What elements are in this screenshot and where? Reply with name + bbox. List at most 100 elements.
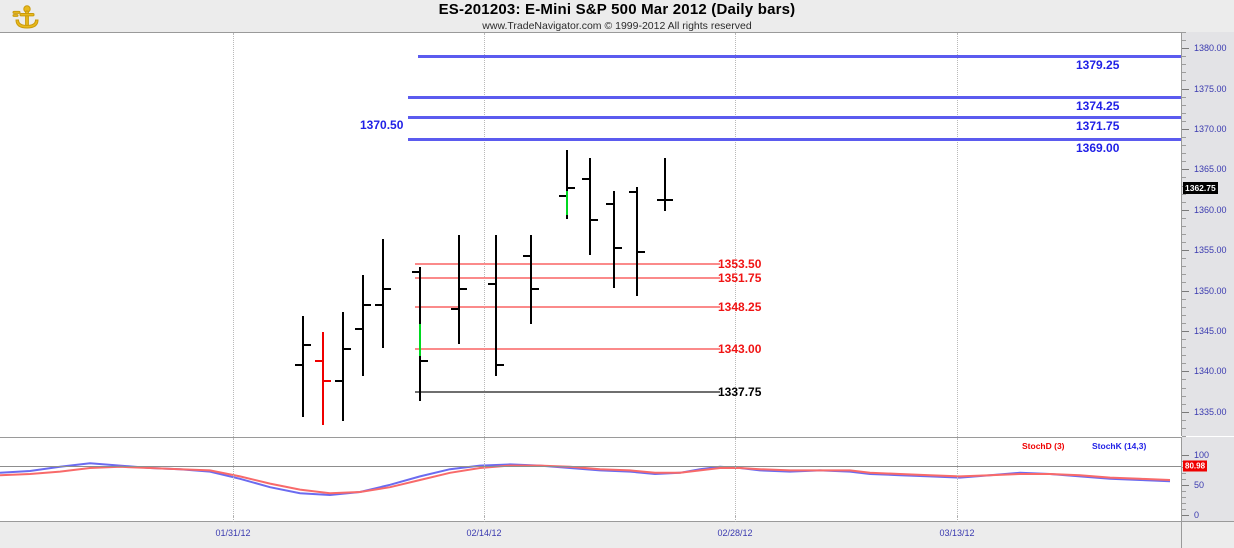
stoch-minor-tick: [1182, 509, 1186, 510]
ohlc-close-tick: [384, 287, 391, 290]
stoch-minor-tick: [1182, 473, 1186, 474]
price-minor-tick: [1182, 355, 1186, 357]
support-line: [415, 348, 720, 351]
price-plot[interactable]: 1379.25 1374.25 1371.75 1369.00 1370.50 1353.…: [0, 32, 1181, 438]
ohlc-open-tick: [523, 255, 530, 258]
resistance-label: 1379.25: [1076, 58, 1120, 73]
ohlc-bar: [664, 158, 666, 211]
date-gridline: [957, 438, 958, 522]
ohlc-open-tick: [375, 303, 382, 306]
price-axis[interactable]: 1380.00 1375.00 1370.00 1365.00 1360.00 1355.…: [1181, 32, 1234, 437]
support-line: [415, 305, 720, 308]
price-minor-tick: [1182, 274, 1186, 276]
ohlc-open-tick: [335, 380, 342, 383]
ohlc-bar: [495, 235, 497, 377]
price-tick-mark: [1182, 88, 1189, 90]
price-tick-label: 1355.00: [1194, 245, 1227, 256]
ohlc-close-tick: [421, 360, 428, 363]
price-minor-tick: [1182, 242, 1186, 244]
price-tick-label: 1375.00: [1194, 83, 1227, 94]
ohlc-bar: [530, 235, 532, 324]
price-tick-label: 1335.00: [1194, 406, 1227, 417]
price-minor-tick: [1182, 339, 1186, 341]
price-minor-tick: [1182, 225, 1186, 227]
price-minor-tick: [1182, 217, 1186, 219]
price-minor-tick: [1182, 153, 1186, 155]
ohlc-open-tick: [559, 194, 566, 197]
stoch-d-line: [0, 464, 1171, 495]
date-tick-label: 02/28/12: [717, 528, 753, 538]
date-gridline: [957, 33, 958, 437]
price-minor-tick: [1182, 403, 1186, 405]
support-label: 1348.25: [718, 299, 762, 314]
price-minor-tick: [1182, 258, 1186, 260]
price-minor-tick: [1182, 314, 1186, 316]
price-tick-label: 1365.00: [1194, 164, 1227, 175]
support-label: 1343.00: [718, 342, 762, 357]
resistance-label: 1371.75: [1076, 118, 1120, 133]
stochastic-axis[interactable]: 100 50 0 80.98: [1181, 437, 1234, 521]
ohlc-open-tick: [606, 202, 613, 205]
page-title: ES-201203: E-Mini S&P 500 Mar 2012 (Dail…: [438, 1, 796, 18]
stochastic-panel[interactable]: StochD (3) StochK (14,3): [0, 437, 1181, 523]
price-minor-tick: [1182, 266, 1186, 268]
date-gridline: [484, 438, 485, 522]
resistance-line: [408, 138, 1181, 142]
resistance-label-left: 1370.50: [360, 117, 404, 132]
price-minor-tick: [1182, 104, 1186, 106]
ohlc-bar: [342, 311, 344, 421]
price-minor-tick: [1182, 112, 1186, 114]
price-tick-label: 1345.00: [1194, 325, 1227, 336]
date-tick-mark: [233, 516, 234, 522]
stoch-tick-mark: [1182, 455, 1189, 456]
ohlc-close-tick: [344, 348, 351, 351]
price-minor-tick: [1182, 193, 1186, 195]
price-tick-mark: [1182, 411, 1189, 413]
date-axis[interactable]: 01/31/12 02/14/12 02/28/12 03/13/12: [0, 516, 1181, 548]
axis-corner: [1181, 521, 1234, 548]
ohlc-open-tick: [412, 271, 419, 274]
price-minor-tick: [1182, 322, 1186, 324]
price-minor-tick: [1182, 395, 1186, 397]
stochastic-curves: [0, 462, 1171, 497]
ohlc-close-tick: [497, 364, 504, 367]
price-minor-tick: [1182, 419, 1186, 421]
price-minor-tick: [1182, 387, 1186, 389]
ohlc-close-tick: [666, 198, 673, 201]
ohlc-open-tick: [451, 307, 458, 310]
price-minor-tick: [1182, 32, 1186, 33]
current-price-tag: 1362.75: [1183, 181, 1218, 194]
support-line: [415, 277, 720, 280]
price-minor-tick: [1182, 120, 1186, 122]
ohlc-close-tick: [304, 344, 311, 347]
date-tick-label: 01/31/12: [215, 528, 251, 538]
ohlc-open-tick: [355, 327, 362, 330]
base-line: [415, 390, 720, 393]
price-minor-tick: [1182, 161, 1186, 163]
price-tick-mark: [1182, 290, 1189, 292]
support-label: 1353.50: [718, 257, 762, 272]
ohlc-open-tick: [629, 190, 636, 193]
resistance-line: [408, 95, 1181, 99]
ohlc-open-tick: [488, 283, 495, 286]
date-gridline: [233, 438, 234, 522]
price-tick-label: 1350.00: [1194, 285, 1227, 296]
ohlc-open-tick: [582, 178, 589, 181]
ohlc-close-tick: [532, 287, 539, 290]
price-tick-mark: [1182, 371, 1189, 373]
price-minor-tick: [1182, 234, 1186, 235]
price-tick-mark: [1182, 330, 1189, 332]
price-minor-tick: [1182, 436, 1186, 437]
date-gridline: [735, 33, 736, 437]
stoch-tick-label: 0: [1194, 510, 1200, 520]
price-minor-tick: [1182, 64, 1186, 66]
support-line: [415, 263, 720, 266]
date-gridline: [484, 33, 485, 437]
resistance-label: 1369.00: [1076, 141, 1120, 156]
ohlc-close-tick: [324, 380, 331, 383]
copyright-subtitle: www.TradeNavigator.com © 1999-2012 All r…: [482, 20, 752, 32]
price-minor-tick: [1182, 201, 1186, 203]
ohlc-open-tick: [657, 198, 664, 201]
price-tick-mark: [1182, 250, 1189, 252]
